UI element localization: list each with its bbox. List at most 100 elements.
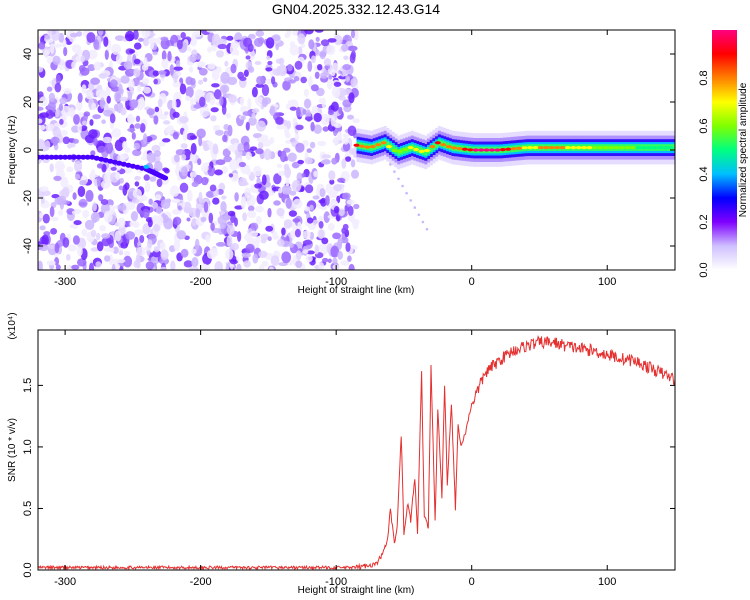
noise-cell bbox=[265, 67, 273, 72]
noise-cell bbox=[310, 121, 315, 132]
noise-cell bbox=[71, 264, 80, 270]
noise-cell bbox=[134, 181, 140, 187]
noise-cell bbox=[176, 230, 187, 240]
signal-peak-cell bbox=[472, 148, 479, 152]
noise-cell bbox=[185, 95, 191, 102]
spectrogram-x-ticks: -300 -200 -100 0 100 bbox=[54, 30, 616, 288]
noise-cell bbox=[60, 129, 68, 136]
noise-cell bbox=[229, 159, 238, 171]
noise-cell bbox=[47, 244, 57, 249]
noise-cell bbox=[321, 154, 331, 159]
signal-peak-cell bbox=[380, 141, 387, 145]
noise-cell bbox=[347, 114, 354, 120]
noise-cell bbox=[133, 229, 144, 236]
signal-peak-cell bbox=[396, 149, 403, 153]
noise-cell bbox=[90, 247, 100, 252]
noise-cell bbox=[311, 55, 316, 64]
noise-cell bbox=[297, 221, 302, 232]
signal-peak-cell bbox=[413, 147, 420, 152]
y-tick-label: 1.5 bbox=[22, 378, 34, 393]
noise-cell bbox=[240, 105, 249, 113]
signal-peak-cell bbox=[369, 145, 376, 149]
noise-cell bbox=[109, 247, 115, 253]
noise-cell bbox=[166, 198, 172, 204]
snr-series-line bbox=[38, 335, 675, 570]
noise-cell bbox=[133, 30, 139, 40]
noise-cell bbox=[304, 184, 314, 194]
noise-cell bbox=[196, 61, 206, 68]
noise-cell bbox=[128, 49, 136, 54]
noise-cell bbox=[326, 44, 336, 56]
noise-cell bbox=[272, 230, 278, 240]
noise-cell bbox=[307, 60, 313, 72]
noise-cell bbox=[350, 78, 358, 87]
noise-cell bbox=[79, 67, 90, 76]
noise-cell bbox=[98, 194, 104, 202]
noise-cell bbox=[318, 262, 325, 270]
noise-cell bbox=[333, 184, 343, 192]
noise-cell bbox=[133, 142, 140, 150]
noise-cell bbox=[152, 70, 160, 77]
noise-cell bbox=[287, 63, 293, 72]
noise-cell bbox=[254, 96, 264, 104]
signal-peak-cell bbox=[667, 146, 674, 150]
noise-cell bbox=[215, 242, 226, 247]
noise-cell bbox=[58, 32, 65, 43]
noise-cell bbox=[176, 39, 183, 50]
secondary-trace-cell bbox=[116, 160, 123, 166]
noise-cell bbox=[132, 188, 142, 199]
signal-peak-cell bbox=[559, 146, 566, 150]
secondary-trace-cell bbox=[102, 157, 109, 163]
noise-cell bbox=[270, 255, 280, 266]
noise-cell bbox=[118, 83, 123, 93]
noise-cell bbox=[327, 222, 335, 231]
noise-cell bbox=[164, 126, 174, 135]
secondary-trace-cell bbox=[48, 154, 55, 160]
noise-cell bbox=[160, 249, 169, 261]
noise-cell bbox=[169, 64, 174, 76]
noise-cell bbox=[304, 30, 314, 35]
signal-peak-cell bbox=[521, 146, 528, 150]
noise-cell bbox=[172, 209, 179, 215]
noise-cell bbox=[183, 260, 193, 268]
noise-cell bbox=[226, 235, 233, 247]
noise-cell bbox=[254, 183, 262, 189]
noise-cell bbox=[267, 60, 273, 66]
noise-cell bbox=[261, 174, 267, 186]
noise-cell bbox=[61, 105, 72, 117]
noise-cell bbox=[203, 143, 209, 152]
secondary-trace-cell bbox=[125, 162, 132, 168]
noise-cell bbox=[288, 242, 294, 248]
noise-cell bbox=[290, 230, 296, 239]
noise-cell bbox=[347, 255, 352, 262]
noise-cell bbox=[102, 136, 113, 144]
noise-cell bbox=[221, 104, 227, 115]
noise-cell bbox=[318, 221, 324, 229]
noise-cell bbox=[66, 254, 71, 261]
colorbar-ticks: 0.0 0.2 0.4 0.6 0.8 bbox=[698, 70, 710, 277]
noise-cell bbox=[276, 207, 285, 217]
spectrogram-y-ticks: -40 -20 0 20 40 bbox=[22, 48, 675, 254]
noise-cell bbox=[306, 217, 314, 224]
noise-cell bbox=[281, 251, 292, 264]
noise-cell bbox=[115, 171, 121, 181]
noise-cell bbox=[278, 57, 285, 65]
noise-cell bbox=[81, 84, 87, 94]
noise-cell bbox=[190, 143, 197, 155]
colorbar-tick-label: 0.2 bbox=[698, 214, 710, 229]
signal-peak-cell bbox=[478, 148, 485, 152]
noise-cell bbox=[341, 158, 347, 169]
snr-y-label: SNR (10 * v/v) bbox=[7, 418, 18, 482]
noise-cell bbox=[84, 219, 95, 230]
noise-cell bbox=[259, 264, 265, 270]
noise-cell bbox=[67, 244, 77, 252]
noise-cell bbox=[342, 142, 351, 152]
noise-cell bbox=[345, 75, 351, 83]
noise-cell bbox=[247, 205, 255, 212]
noise-cell bbox=[313, 170, 319, 178]
noise-cell bbox=[208, 95, 216, 106]
noise-cell bbox=[222, 134, 228, 143]
snr-x-label: Height of straight line (km) bbox=[298, 585, 415, 596]
noise-cell bbox=[342, 133, 350, 138]
noise-cell bbox=[227, 124, 233, 137]
